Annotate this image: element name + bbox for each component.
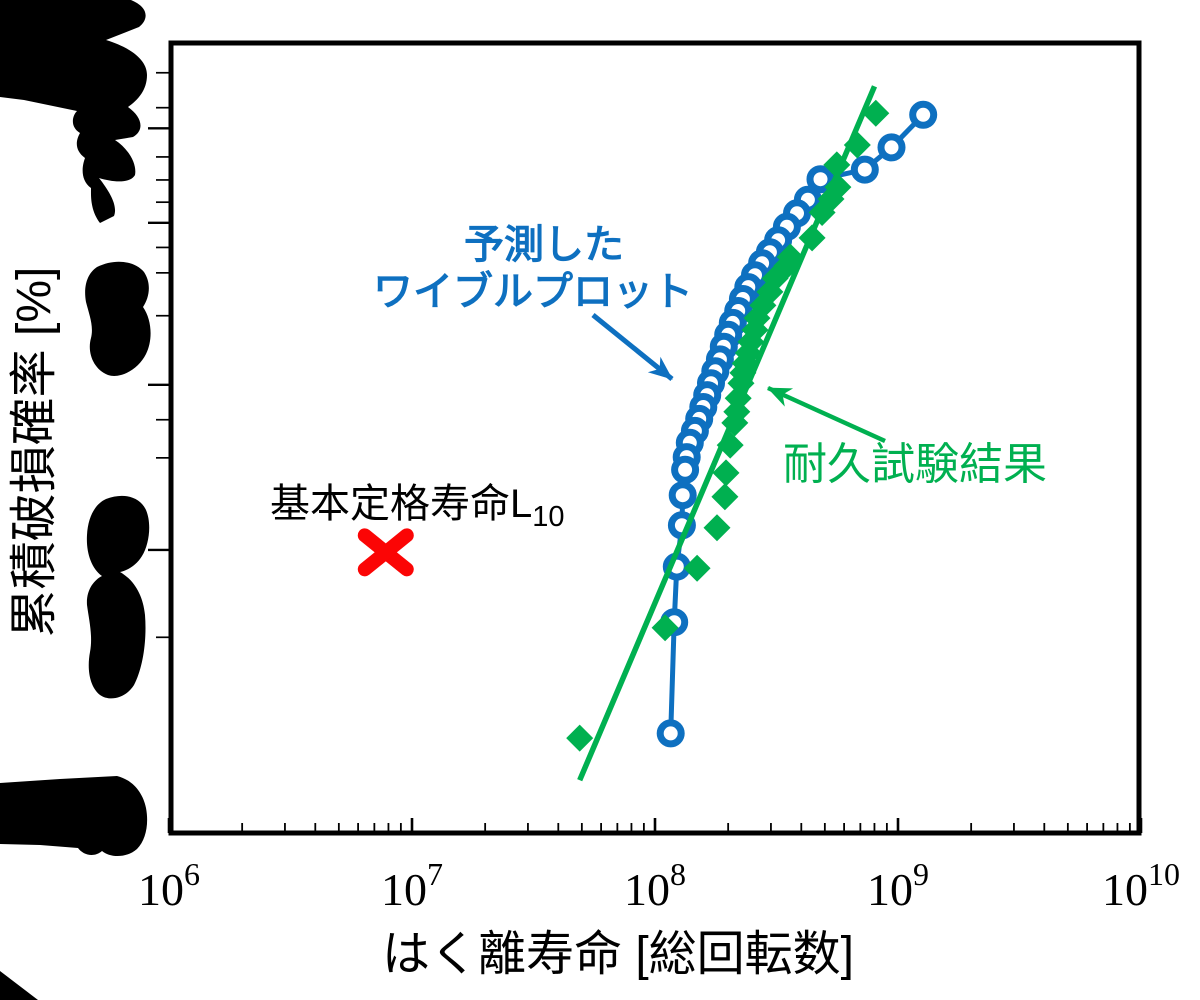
l10-x-stroke [357,528,414,577]
y-axis-ticks [148,71,169,639]
x-tick-label: 107 [381,856,443,915]
test-data-point [721,409,749,437]
predicted-data-point [850,155,879,184]
x-tick-label: 109 [867,856,929,915]
l10-label-subscript: 10 [532,501,564,533]
predicted-arrow [591,313,674,381]
test-label: 耐久試験結果 [783,440,1047,489]
test-data-point [808,199,836,226]
redaction-blob-upper [85,261,151,376]
predicted-data-point [671,455,700,484]
test-data-point [712,459,740,487]
predicted-label-line1: 予測した [464,223,624,267]
predicted-data-point [877,133,906,162]
predicted-data-point [668,481,697,510]
series-predicted-weibull [656,100,938,748]
test-data-point [711,483,739,511]
redaction-blob-top-left [0,0,147,223]
predicted-data-point [909,100,938,129]
test-arrow [767,385,886,444]
redaction-blobs [0,0,151,1000]
l10-label: 基本定格寿命L10 [270,482,565,533]
y-axis-title: 累積破損確率 [%] [8,267,61,638]
test-data-point [683,554,711,582]
x-tick-label: 1010 [1102,856,1180,915]
plot-frame [168,40,1142,836]
x-axis-title: はく離寿命 [総回転数] [382,928,854,981]
test-data-point [716,431,744,459]
test-data-point [651,614,679,642]
series-endurance-test [566,99,890,752]
redaction-blob-bottom-bar [0,776,148,857]
test-data-point [843,131,871,159]
redaction-blob-lower [86,495,150,699]
test-data-point [703,514,731,542]
l10-x-marker [357,528,414,577]
predicted-data-point [806,165,835,194]
predicted-label-line2: ワイブルプロット [373,269,693,314]
test-data-point [862,99,890,127]
x-axis-tick-labels: 106 107 108 109 1010 [138,856,1180,915]
test-data-point [823,151,851,179]
test-data-point [566,724,594,752]
x-tick-label: 106 [138,856,200,915]
test-data-point [798,224,826,252]
predicted-data-point [656,719,685,748]
x-axis-ticks [167,818,1143,833]
l10-label-main: 基本定格寿命L [270,482,532,526]
redaction-blob-corner [0,971,38,1000]
x-tick-label: 108 [624,856,686,915]
